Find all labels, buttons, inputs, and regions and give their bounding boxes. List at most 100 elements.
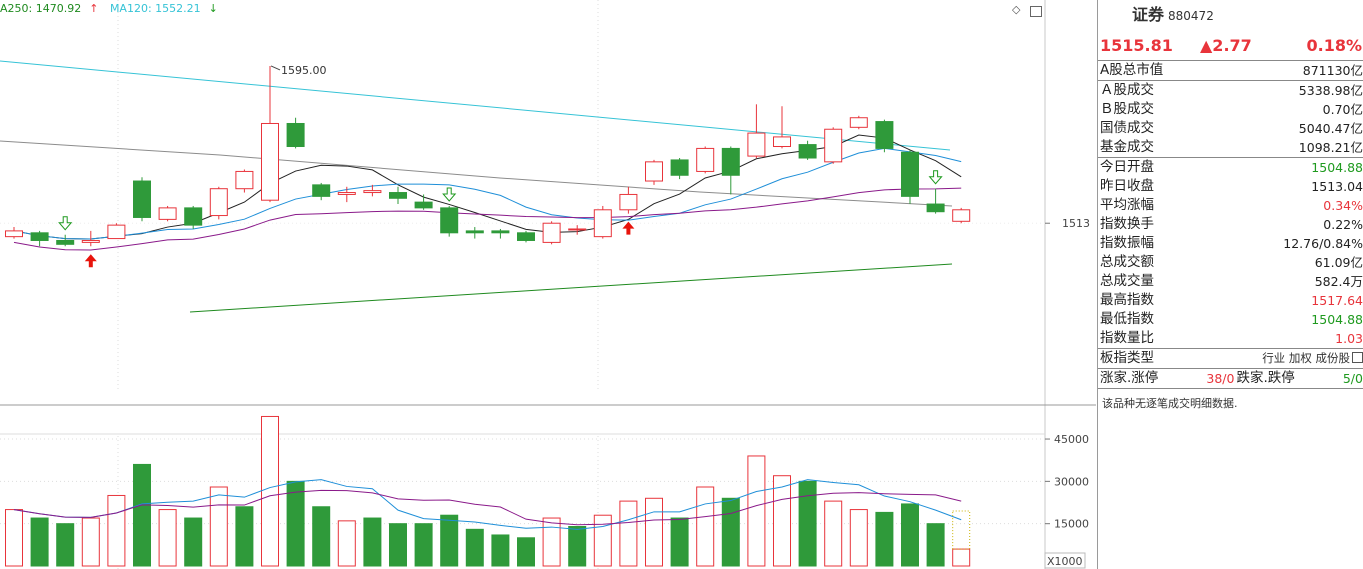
candle-body (5, 230, 23, 238)
volume-bar (56, 523, 75, 567)
restore-window-icon[interactable] (1030, 6, 1042, 17)
volume-unit-label: X1000 (1047, 555, 1083, 568)
volume-bar (363, 517, 382, 567)
volume-bar (875, 511, 894, 567)
ma-gray-line (0, 140, 953, 207)
stat-row: 总成交量 582.4万 (1098, 272, 1363, 291)
volume-bar (517, 537, 535, 567)
stat-label: 指数量比 (1100, 330, 1154, 346)
volume-ma5-line (13, 479, 962, 530)
stat-row: 国债成交 5040.47亿 (1098, 119, 1363, 138)
stat-label: Ａ股成交 (1100, 82, 1154, 98)
stat-row: 指数量比 1.03 (1098, 329, 1363, 348)
candle-body (133, 180, 151, 218)
stat-row: 昨日收盘 1513.04 (1098, 177, 1363, 196)
candle-body (209, 188, 228, 217)
price-row: 1515.81 ▲2.77 0.18% (1098, 30, 1363, 61)
candle-body (184, 207, 203, 226)
no-detail-note: 该品种无逐笔成交明细数据. (1102, 397, 1238, 410)
volume-bar (133, 463, 151, 567)
stat-label: 总成交额 (1100, 254, 1154, 270)
candle-body (849, 117, 868, 128)
stat-row: 最高指数 1517.64 (1098, 291, 1363, 310)
stat-row: A股总市值 871130亿 (1098, 61, 1363, 80)
stat-row: Ｂ股成交 0.70亿 (1098, 100, 1363, 119)
candle-body (286, 122, 305, 148)
volume-bar (184, 517, 203, 567)
candle-body (56, 239, 75, 245)
grid-icon[interactable] (1352, 352, 1363, 363)
price-change: ▲2.77 (1200, 35, 1252, 55)
volume-bar (465, 528, 484, 567)
volume-bar (645, 497, 663, 567)
price-change-pct: 0.18% (1306, 35, 1362, 55)
volume-bar (721, 497, 740, 567)
candle-body (721, 147, 740, 176)
volume-axis-label: 45000 (1054, 433, 1089, 446)
stat-value: 871130亿 (1302, 63, 1363, 78)
board-type-row: 板指类型 行业 加权 成份股 (1098, 349, 1363, 369)
volume-bar (491, 534, 510, 567)
security-code: 880472 (1168, 9, 1214, 23)
rise-label: 涨家.涨停 (1100, 370, 1159, 386)
stat-value: 5040.47亿 (1298, 121, 1363, 136)
stat-value: 12.76/0.84% (1283, 236, 1363, 251)
candle-body (491, 230, 510, 234)
rise-value: 38/0 (1206, 371, 1235, 386)
stat-value: 1.03 (1335, 331, 1363, 346)
ma250-text: A250: 1470.92 (0, 2, 82, 15)
last-price: 1515.81 (1100, 35, 1173, 55)
candle-body (619, 193, 638, 211)
ma120-text: MA120: 1552.21 (109, 2, 201, 15)
candle-body (542, 222, 561, 243)
volume-bar (901, 503, 919, 567)
ma250-legend: A250: 1470.92 ↑ (0, 2, 98, 15)
candle-body (107, 224, 126, 240)
fall-label: 跌家.跌停 (1236, 370, 1295, 386)
stat-row: 总成交额 61.09亿 (1098, 253, 1363, 272)
ma120-line (0, 60, 951, 151)
board-type-value[interactable]: 行业 加权 成份股 (1262, 349, 1363, 368)
volume-bar (952, 548, 971, 567)
candle-body (798, 144, 817, 159)
volume-bar (235, 506, 254, 567)
stat-label: 平均涨幅 (1100, 197, 1154, 213)
market-cap-section: A股总市值 871130亿 (1098, 61, 1363, 81)
stat-value: 1513.04 (1311, 179, 1363, 194)
candle-body (261, 122, 279, 201)
volume-bar (824, 500, 843, 567)
diamond-icon[interactable]: ◇ (1012, 3, 1021, 16)
volume-axis-label: 15000 (1054, 518, 1089, 531)
candle-body (465, 230, 484, 234)
stat-label: 指数换手 (1100, 216, 1154, 232)
chart-area[interactable]: 1513 45000 30000 15000 X1000 1595.00 A250: 14… (0, 0, 1096, 569)
kline-chart[interactable]: 1513 45000 30000 15000 X1000 1595.00 (0, 0, 1096, 569)
ma10-line (13, 147, 962, 240)
volume-bar (30, 517, 49, 567)
stat-label: 最低指数 (1100, 311, 1154, 327)
stat-value: 0.22% (1323, 217, 1363, 232)
quote-panel: 证券 880472 1515.81 ▲2.77 0.18% A股总市值 871130… (1097, 0, 1363, 569)
candle-body (312, 184, 331, 197)
volume-bar (107, 494, 126, 567)
stat-row: 平均涨幅 0.34% (1098, 196, 1363, 215)
fall-value: 5/0 (1342, 371, 1363, 386)
stat-label: 总成交量 (1100, 273, 1154, 289)
stat-row: 基金成交 1098.21亿 (1098, 138, 1363, 157)
stat-value: 5338.98亿 (1298, 83, 1363, 98)
stat-value: 1504.88 (1311, 312, 1363, 327)
stat-label: 国债成交 (1100, 120, 1154, 136)
buy-arrow-icon (84, 254, 97, 268)
volume-forecast-box (952, 510, 971, 550)
stat-row: 指数换手 0.22% (1098, 215, 1363, 234)
volume-bar (696, 486, 715, 567)
candle-body (645, 161, 663, 182)
stat-row: 今日开盘 1504.88 (1098, 158, 1363, 177)
volume-bar (593, 514, 612, 567)
candle-body (593, 209, 612, 238)
security-name: 证券 (1132, 5, 1165, 24)
candle-body (158, 207, 177, 220)
stat-label: 今日开盘 (1100, 159, 1154, 175)
ma250-arrow-icon: ↑ (89, 2, 99, 15)
stat-row: Ａ股成交 5338.98亿 (1098, 81, 1363, 100)
